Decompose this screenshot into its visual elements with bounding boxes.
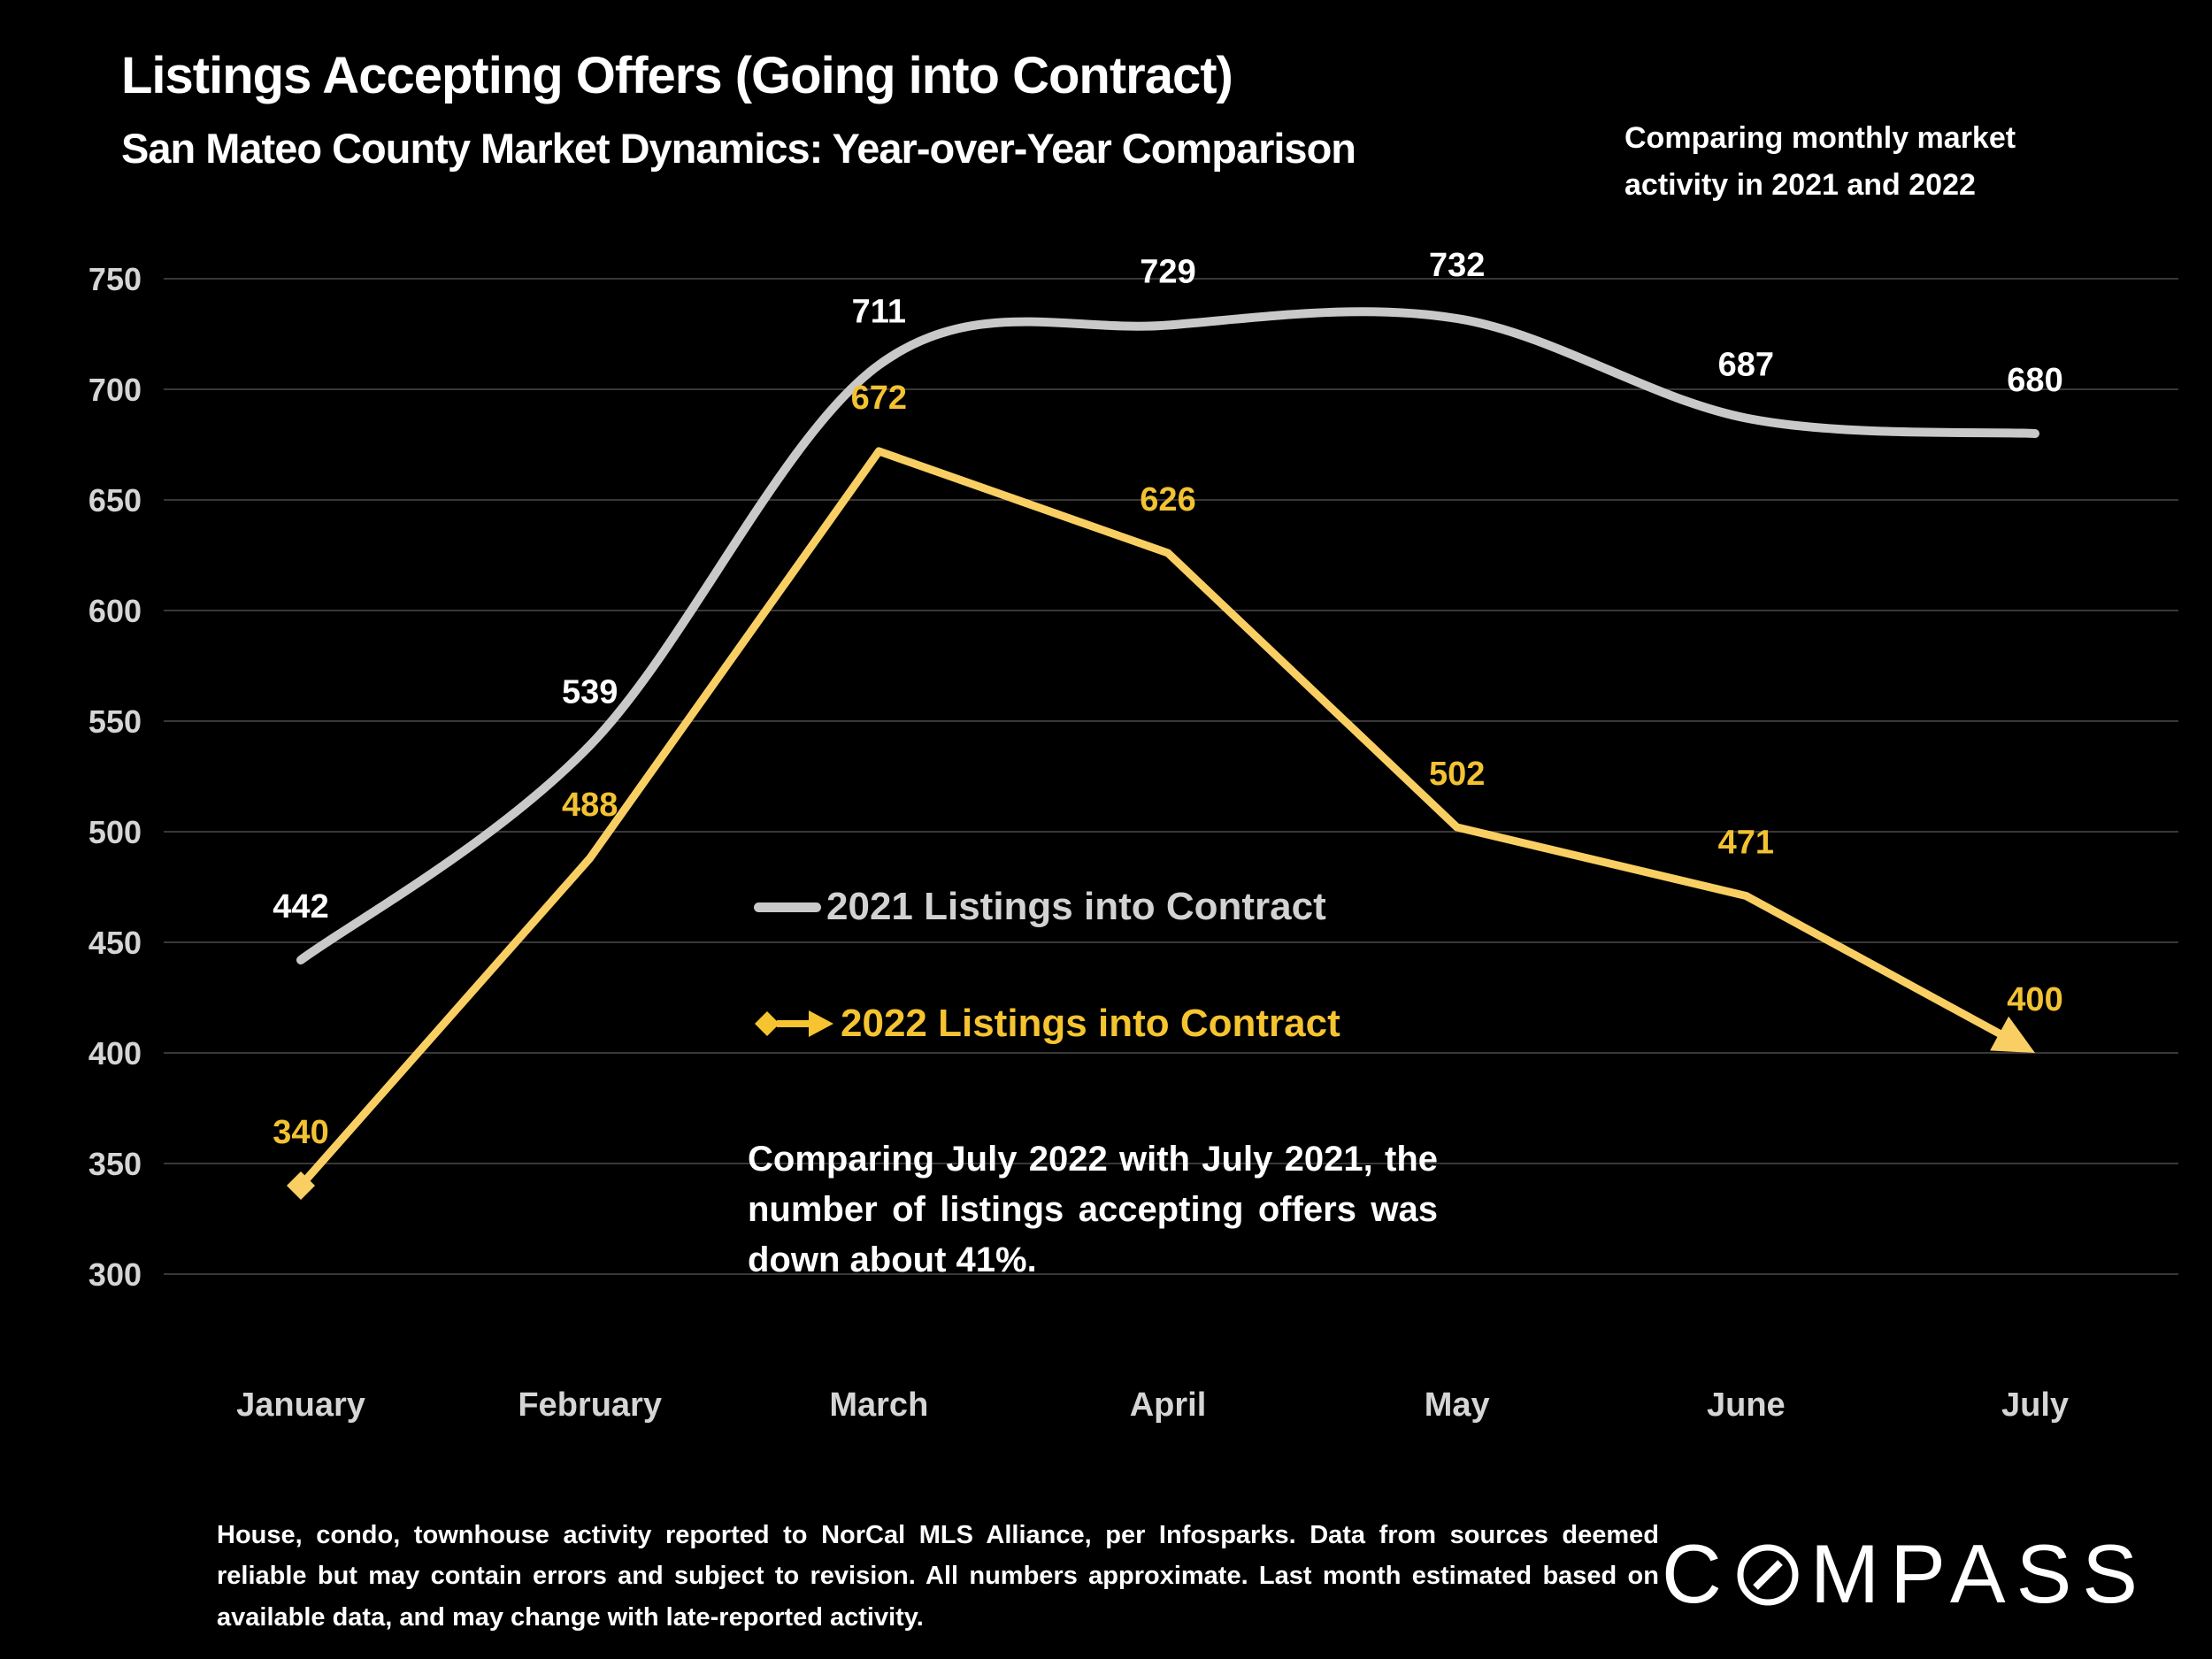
data-label-2021-january: 442 <box>273 888 328 926</box>
x-tick-may: May <box>1425 1386 1490 1424</box>
compass-logo: C MPASS <box>1662 1532 2148 1616</box>
x-tick-march: March <box>829 1386 928 1424</box>
x-tick-february: February <box>518 1386 662 1424</box>
legend-label-2021: 2021 Listings into Contract <box>826 885 1326 928</box>
page-subtitle: San Mateo County Market Dynamics: Year-o… <box>121 125 1356 172</box>
legend-item-2022: 2022 Listings into Contract <box>754 997 1340 1050</box>
diamond-marker-icon <box>287 1171 315 1200</box>
compass-logo-letter: C <box>1662 1527 1732 1620</box>
top-right-note-line2: activity in 2021 and 2022 <box>1624 167 1976 202</box>
data-label-2021-july: 680 <box>2007 362 2062 399</box>
top-right-note-line1: Comparing monthly market <box>1624 121 2016 155</box>
x-tick-june: June <box>1707 1386 1786 1424</box>
x-tick-april: April <box>1130 1386 1207 1424</box>
y-tick-500: 500 <box>88 814 142 850</box>
data-label-2021-march: 711 <box>852 294 906 331</box>
y-tick-300: 300 <box>88 1256 142 1293</box>
y-tick-750: 750 <box>88 261 142 297</box>
line-swatch-icon <box>754 902 821 912</box>
data-label-2022-april: 626 <box>1140 481 1195 518</box>
y-tick-600: 600 <box>88 593 142 629</box>
data-label-2021-february: 539 <box>562 674 618 711</box>
data-label-2022-february: 488 <box>562 787 618 824</box>
series-line-2021 <box>296 307 2039 964</box>
legend-item-2021: 2021 Listings into Contract <box>754 880 1340 933</box>
data-label-2022-june: 471 <box>1718 825 1774 862</box>
y-tick-650: 650 <box>88 482 142 518</box>
y-tick-700: 700 <box>88 372 142 408</box>
chart-annotation: Comparing July 2022 with July 2021, the … <box>748 1140 1438 1280</box>
data-label-2022-march: 672 <box>851 380 907 417</box>
data-label-2022-july: 400 <box>2007 981 2062 1018</box>
data-label-2021-april: 729 <box>1140 254 1195 291</box>
data-label-2021-june: 687 <box>1718 347 1774 384</box>
y-tick-350: 350 <box>88 1146 142 1182</box>
top-right-note: Comparing monthly market activity in 202… <box>1624 115 2120 208</box>
page-title: Listings Accepting Offers (Going into Co… <box>121 47 1233 104</box>
data-label-2022-january: 340 <box>273 1114 328 1151</box>
arrow-marker-icon <box>1990 1016 2036 1053</box>
y-tick-400: 400 <box>88 1035 142 1071</box>
series-line-2022 <box>297 447 2007 1188</box>
compass-logo-letters: MPASS <box>1809 1527 2149 1620</box>
diamond-arrow-swatch-icon <box>755 1010 833 1037</box>
data-label-2021-may: 732 <box>1429 247 1485 284</box>
chart-legend: 2021 Listings into Contract 2022 Listing… <box>754 880 1340 1114</box>
x-tick-january: January <box>236 1386 365 1424</box>
data-label-2022-may: 502 <box>1429 756 1485 793</box>
compass-o-icon <box>1737 1544 1799 1606</box>
y-tick-550: 550 <box>88 703 142 740</box>
legend-label-2022: 2022 Listings into Contract <box>841 1002 1340 1045</box>
footer-disclaimer: House, condo, townhouse activity reporte… <box>217 1521 1659 1632</box>
y-tick-450: 450 <box>88 925 142 961</box>
x-tick-july: July <box>2001 1386 2069 1424</box>
